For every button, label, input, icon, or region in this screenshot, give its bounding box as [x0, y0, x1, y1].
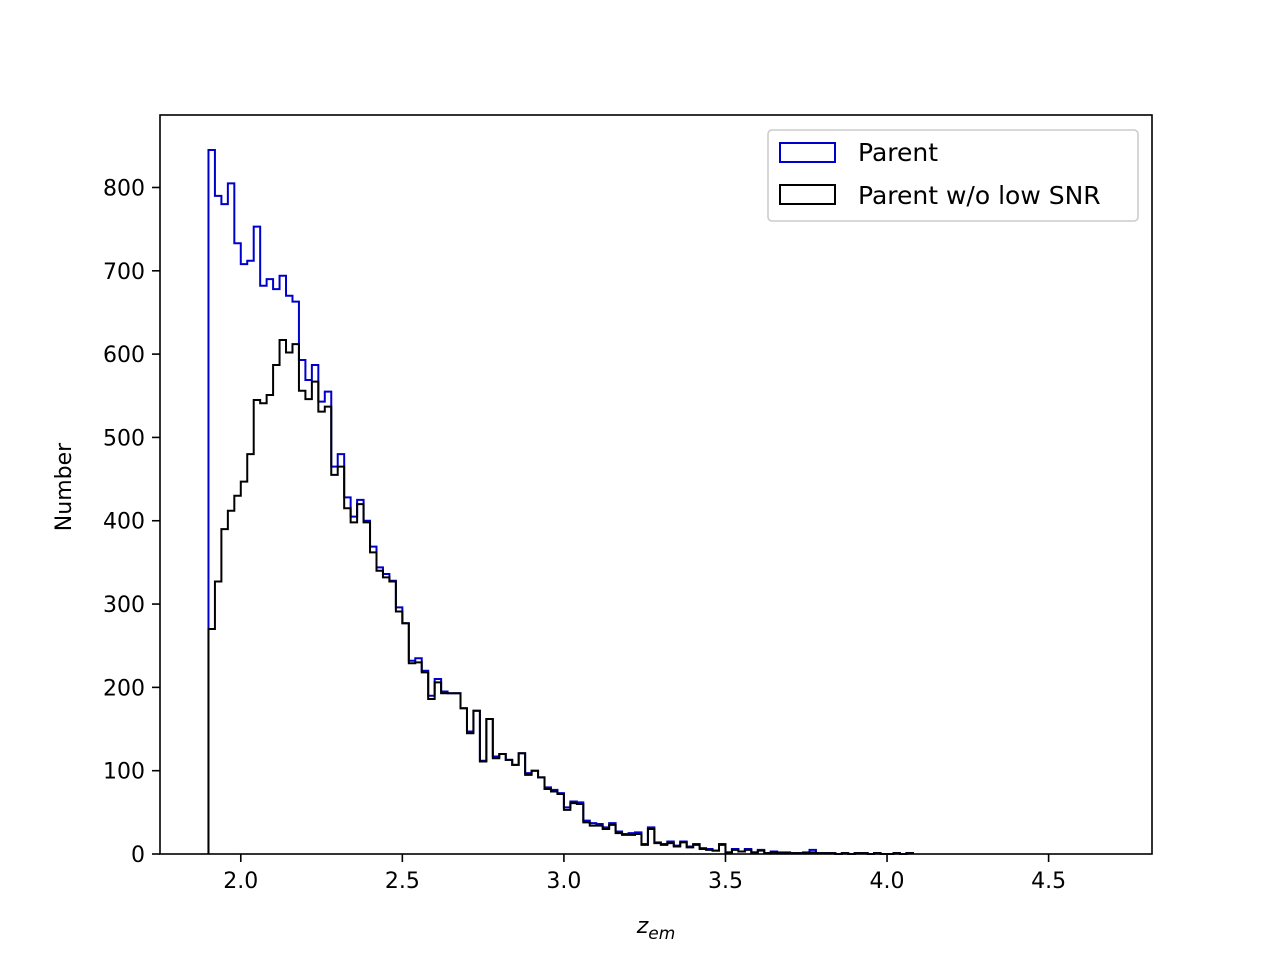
- x-tick-label: 3.5: [708, 869, 743, 894]
- legend-swatch-parent-wo-low-snr: [779, 184, 836, 205]
- legend-box: [767, 129, 1139, 222]
- legend-label-parent-wo-low-snr: Parent w/o low SNR: [858, 181, 1101, 210]
- legend-label-parent: Parent: [858, 138, 938, 167]
- y-tick-label: 200: [103, 676, 145, 701]
- x-tick-label: 4.5: [1031, 869, 1066, 894]
- x-axis: 2.0 2.5 3.0 3.5 4.0 4.5: [223, 854, 1066, 894]
- y-tick-label: 100: [103, 760, 145, 785]
- y-axis: 0 100 200 300 400 500 600 700 800: [103, 176, 160, 868]
- y-tick-label: 300: [103, 593, 145, 618]
- plot-frame: [159, 114, 1153, 855]
- x-axis-label: zem: [636, 914, 676, 944]
- y-tick-label: 700: [103, 260, 145, 285]
- x-axis-label-main: z: [636, 914, 649, 939]
- legend-swatch-parent: [779, 142, 836, 163]
- legend: Parent Parent w/o low SNR: [767, 129, 1139, 222]
- x-tick-label: 2.0: [223, 869, 258, 894]
- series-layer: [207, 148, 914, 855]
- series-parent-wo-low-snr-step: [207, 338, 914, 855]
- y-tick-label: 500: [103, 426, 145, 451]
- x-tick-label: 4.0: [870, 869, 905, 894]
- y-tick-label: 0: [131, 843, 145, 868]
- y-tick-label: 400: [103, 510, 145, 535]
- x-tick-label: 3.0: [546, 869, 581, 894]
- x-tick-label: 2.5: [385, 869, 420, 894]
- y-tick-label: 800: [103, 176, 145, 201]
- x-axis-label-subscript: em: [648, 924, 675, 944]
- y-axis-label: Number: [52, 442, 77, 531]
- y-tick-label: 600: [103, 343, 145, 368]
